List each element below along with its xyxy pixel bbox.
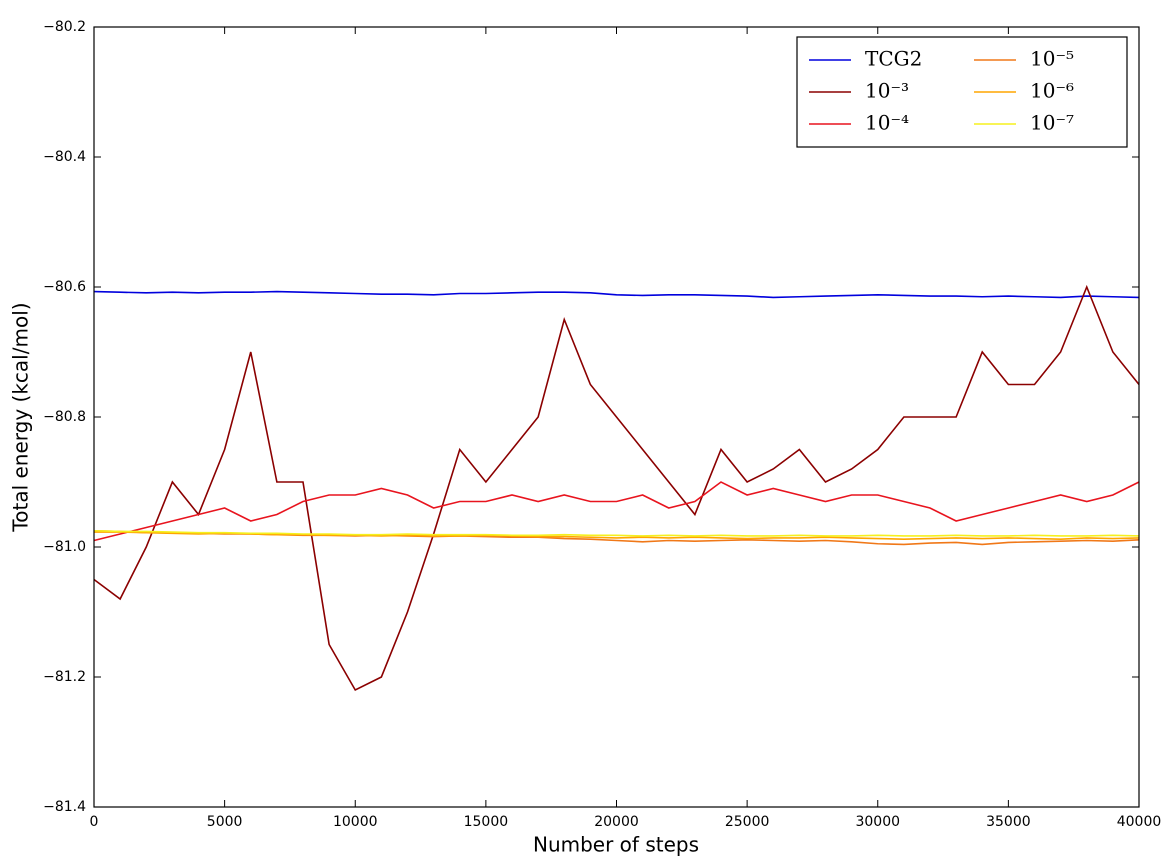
y-axis-label: Total energy (kcal/mol) [9,302,33,532]
legend-label: TCG2 [865,47,922,71]
legend-label: 10⁻⁶ [1030,79,1074,103]
x-axis-label: Number of steps [533,833,699,857]
series-line [93,284,1140,692]
x-tick-label: 10000 [333,814,378,830]
x-tick-label: 25000 [725,814,770,830]
y-tick-label: −80.4 [43,149,86,165]
y-tick-label: −81.4 [43,799,86,815]
y-tick-label: −81.2 [43,669,86,685]
y-tick-label: −80.6 [43,279,86,295]
x-tick-label: 35000 [986,814,1031,830]
legend-label: 10⁻⁴ [865,111,909,135]
x-tick-label: 30000 [855,814,900,830]
y-tick-label: −80.2 [43,19,86,35]
x-tick-label: 40000 [1117,814,1162,830]
legend-label: 10⁻⁷ [1030,111,1074,135]
legend-label: 10⁻³ [865,79,909,103]
y-tick-label: −81.0 [43,539,86,555]
series-line [93,529,1140,537]
legend-label: 10⁻⁵ [1030,47,1074,71]
x-tick-label: 20000 [594,814,639,830]
legend-box [796,36,1128,148]
x-tick-label: 0 [90,814,99,830]
x-tick-label: 15000 [464,814,509,830]
series-line [94,531,1140,541]
series-line [93,290,1140,299]
y-tick-label: −80.8 [43,409,86,425]
plot-frame [93,26,1140,808]
series-line [93,481,1140,542]
x-tick-label: 5000 [207,814,243,830]
